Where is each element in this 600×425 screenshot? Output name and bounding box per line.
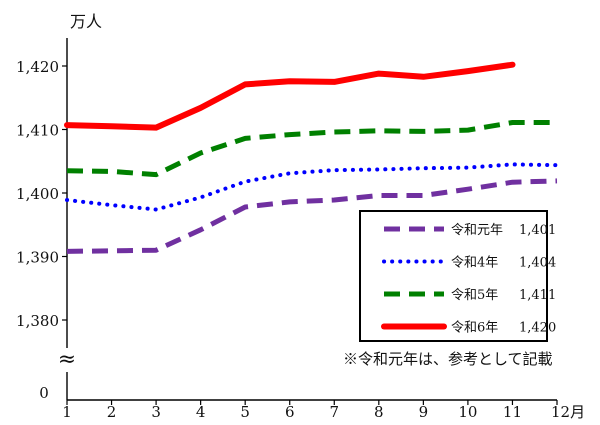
x-tick-label: 8 — [374, 403, 384, 421]
x-tick-label: 5 — [240, 403, 250, 421]
x-ticks: 1 2 3 4 5 6 7 8 9 10 11 12月 — [62, 400, 585, 421]
legend-series-value: 1,420 — [519, 321, 556, 336]
x-tick-label: 3 — [151, 403, 161, 421]
series-line-3 — [64, 61, 516, 131]
legend: 令和元年 1,401 令和4年 1,404 令和5年 1,411 令和6年 1,420 — [359, 210, 556, 342]
x-tick-label: 6 — [285, 403, 295, 421]
x-tick-label: 10 — [458, 403, 477, 421]
legend-series-value: 1,411 — [519, 288, 556, 303]
axes: ≈ 万人 0 — [39, 12, 557, 402]
legend-series-name: 令和4年 — [451, 256, 498, 271]
y-tick-label: 1,410 — [16, 122, 59, 140]
legend-series-name: 令和6年 — [451, 321, 498, 336]
legend-series-value: 1,401 — [519, 223, 556, 238]
chart-note: ※令和元年は、参考として記載 — [343, 350, 553, 368]
y-tick-label: 1,400 — [16, 185, 59, 203]
legend-series-name: 令和5年 — [451, 288, 498, 303]
legend-series-value: 1,404 — [519, 256, 556, 271]
axis-break-symbol: ≈ — [58, 347, 76, 372]
x-tick-label: 1 — [62, 403, 72, 421]
y-ticks: 1,380 1,390 1,400 1,410 1,420 — [16, 58, 67, 330]
x-tick-label: 11 — [503, 403, 522, 421]
legend-box — [359, 210, 548, 342]
y-tick-label: 1,390 — [16, 249, 59, 267]
series-line-1 — [65, 162, 559, 212]
y-zero-label: 0 — [39, 384, 49, 402]
x-tick-label: 9 — [419, 403, 429, 421]
series-line-2 — [66, 120, 557, 178]
x-tick-label: 12月 — [551, 403, 585, 421]
x-tick-label: 4 — [196, 403, 206, 421]
x-tick-label: 7 — [329, 403, 339, 421]
legend-series-name: 令和元年 — [451, 223, 503, 238]
y-tick-label: 1,380 — [16, 312, 59, 330]
y-tick-label: 1,420 — [16, 58, 59, 76]
series-line-0 — [66, 178, 558, 254]
x-tick-label: 2 — [107, 403, 117, 421]
y-unit-label: 万人 — [70, 12, 102, 31]
series-layer — [64, 61, 559, 254]
